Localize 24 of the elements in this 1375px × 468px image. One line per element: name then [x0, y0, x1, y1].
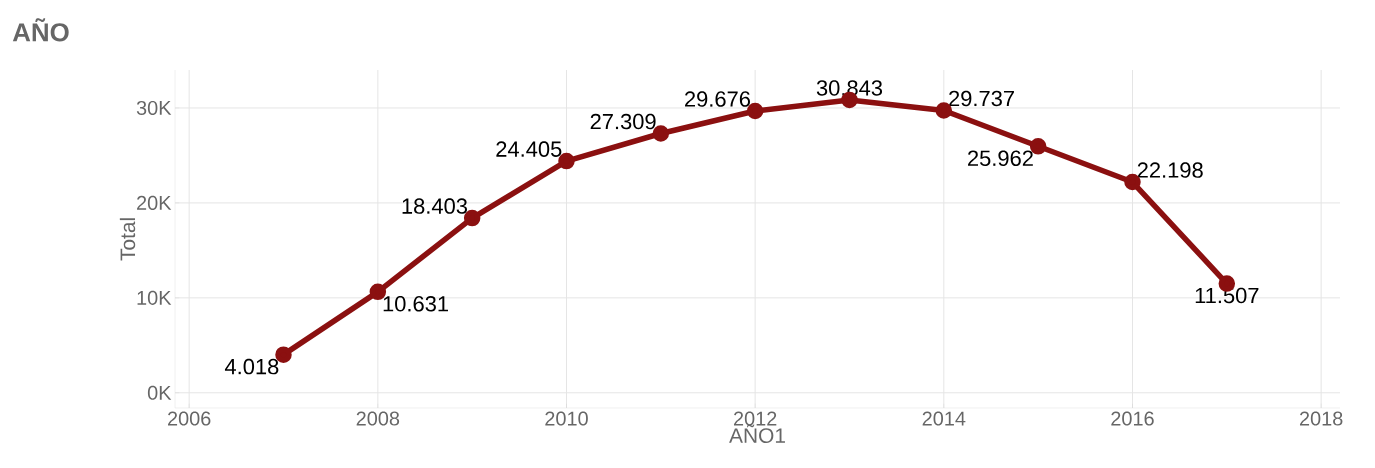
data-label: 25.962: [968, 150, 1033, 167]
data-label: 27.309: [590, 113, 656, 130]
x-tick-label: 2010: [545, 411, 588, 426]
data-label: 4.018: [224, 358, 279, 375]
data-label: 29.737: [949, 90, 1014, 107]
x-tick-label: 2008: [356, 411, 400, 426]
x-axis-title: AÑO1: [729, 424, 785, 444]
x-tick-label: 2006: [168, 411, 211, 426]
data-label: 24.405: [496, 141, 562, 157]
y-tick-label: 30K: [136, 100, 172, 116]
x-tick-label: 2012: [733, 411, 777, 426]
x-tick-label: 2018: [1299, 411, 1343, 426]
data-label: 30.843: [816, 80, 883, 96]
x-tick-label: 2014: [922, 411, 966, 426]
data-label: 10.631: [383, 296, 448, 312]
data-label: 22.198: [1137, 162, 1203, 178]
y-axis-title: Total: [119, 218, 136, 261]
y-tick-label: 0K: [147, 385, 172, 400]
y-tick-label: 10K: [137, 290, 172, 305]
data-label: 29.676: [685, 91, 750, 107]
data-label: 18.403: [402, 198, 467, 214]
y-tick-label: 20K: [137, 195, 172, 210]
x-tick-label: 2016: [1111, 411, 1154, 426]
chart-title: AÑO: [12, 18, 69, 42]
